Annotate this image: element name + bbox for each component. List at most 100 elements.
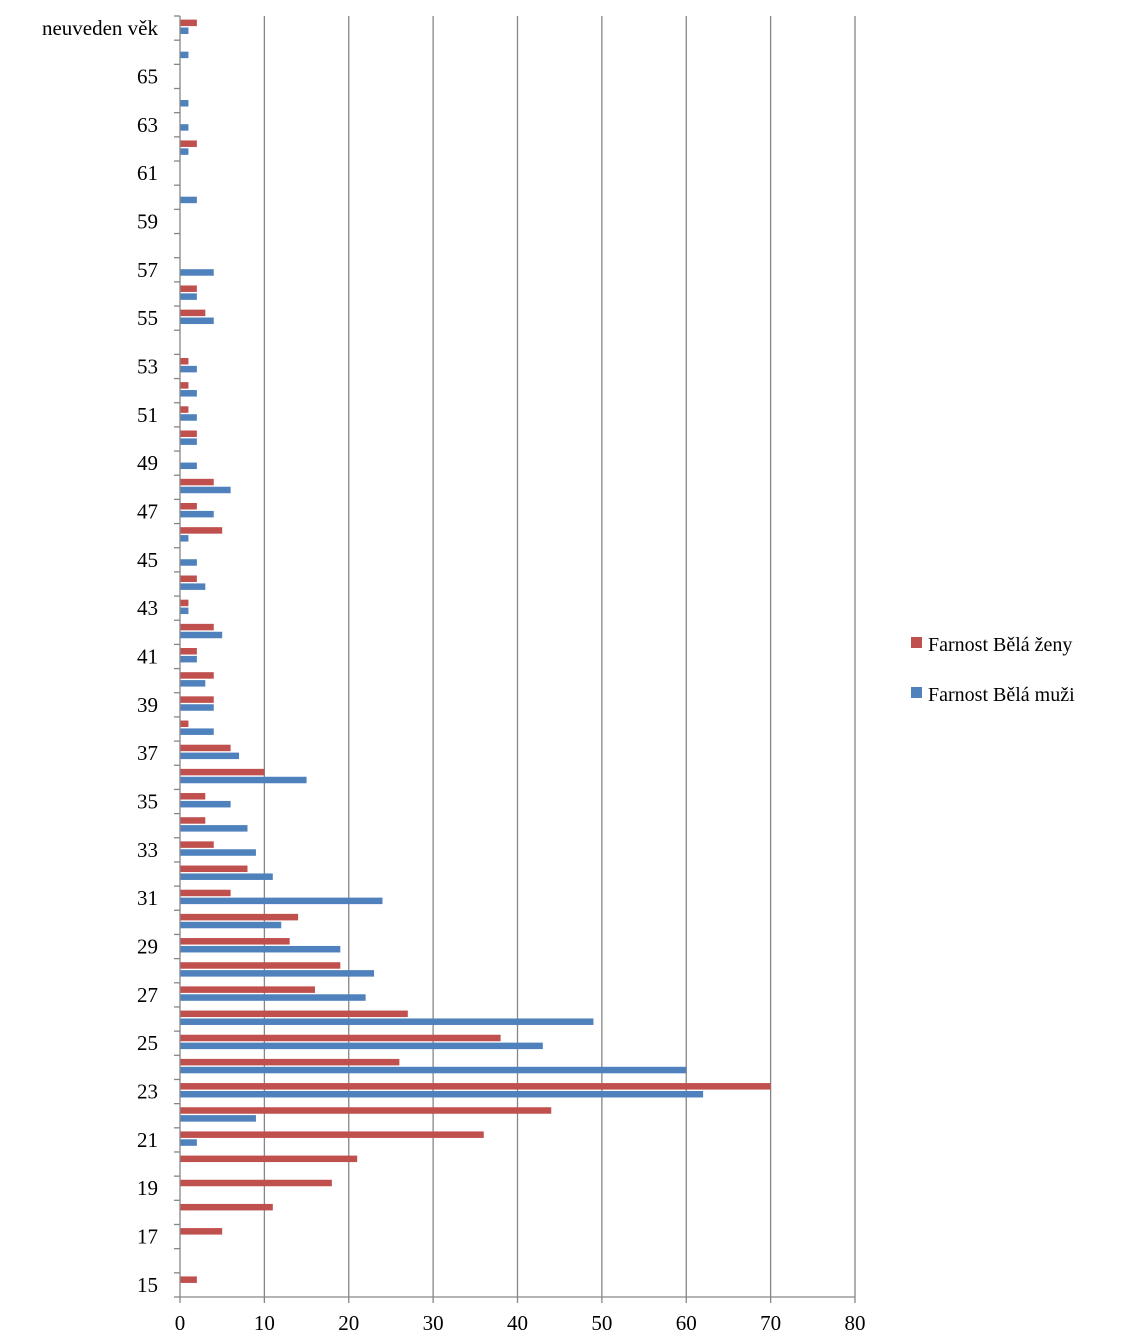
y-tick-label: 27 [137,983,158,1007]
bar-zeny [180,672,214,679]
bar-zeny [180,648,197,655]
legend-label-muzi: Farnost Bělá muži [928,684,1075,706]
bar-muzi [180,631,223,639]
bar-muzi [180,535,189,542]
axes [174,15,856,1303]
bar-muzi [180,776,307,784]
bar-muzi [180,559,197,566]
bar-zeny [180,527,223,534]
bar-muzi [180,1090,704,1098]
legend: Farnost Bělá ženy Farnost Bělá muži [911,634,1075,706]
y-tick-label: 61 [137,161,158,185]
y-tick-label: 47 [137,499,158,523]
y-tick-label: 15 [137,1273,158,1297]
bar-zeny [180,382,189,389]
bar-zeny [180,865,248,873]
bar-muzi [180,365,197,373]
bars [180,19,771,1283]
bar-zeny [180,744,231,752]
bar-zeny [180,793,206,800]
x-tick-label: 10 [254,1311,275,1335]
bar-muzi [180,897,383,905]
bar-muzi [180,825,248,832]
x-tick-label: 70 [760,1311,781,1335]
bar-zeny [180,406,189,413]
bar-muzi [180,800,231,808]
bar-zeny [180,1034,501,1042]
legend-swatch-muzi [911,687,922,698]
bar-zeny [180,938,290,945]
bar-zeny [180,19,197,27]
bar-zeny [180,1203,273,1211]
bar-muzi [180,148,189,155]
bar-muzi [180,704,214,711]
grid-lines [263,16,856,1297]
bar-muzi [180,873,273,880]
legend-swatch-zeny [911,637,922,648]
bar-zeny [180,599,189,607]
x-tick-label: 0 [175,1311,186,1335]
bar-muzi [180,438,197,445]
x-tick-label: 30 [423,1311,444,1335]
y-tick-label: 41 [137,645,158,669]
bar-zeny [180,889,231,897]
bar-muzi [180,970,375,977]
bar-muzi [180,293,197,300]
bar-muzi [180,1139,197,1146]
bar-muzi [180,390,197,397]
bar-muzi [180,510,214,518]
bar-muzi [180,680,206,687]
bar-zeny [180,285,197,292]
bar-muzi [180,100,189,107]
bar-muzi [180,1018,594,1025]
bar-muzi [180,921,282,929]
y-tick-label: 31 [137,886,158,910]
bar-zeny [180,140,197,147]
bar-zeny [180,430,197,437]
y-tick-label: 33 [137,838,158,862]
bar-zeny [180,1058,400,1066]
y-tick-label: 35 [137,790,158,814]
bar-zeny [180,1228,223,1235]
bar-zeny [180,357,189,365]
bar-zeny [180,1131,484,1138]
x-tick-label: 80 [845,1311,866,1335]
bar-zeny [180,502,197,510]
x-axis-tick-labels: 0 10 20 30 40 50 60 70 80 [175,1311,866,1335]
bar-muzi [180,655,197,663]
bar-zeny [180,1010,408,1018]
y-tick-label: 37 [137,741,158,765]
bar-zeny [180,962,341,969]
bar-zeny [180,1179,332,1187]
y-tick-label: 51 [137,403,158,427]
bar-muzi [180,752,240,760]
bar-zeny [180,1107,552,1114]
bar-muzi [180,849,256,856]
y-tick-label: 57 [137,258,158,282]
bar-zeny [180,1083,771,1090]
bar-muzi [180,486,231,494]
bar-muzi [180,1115,256,1122]
bar-muzi [180,607,189,615]
bar-muzi [180,317,214,325]
y-tick-label: 21 [137,1128,158,1152]
bar-muzi [180,124,189,131]
y-tick-label: 63 [137,113,158,137]
bar-zeny [180,1155,358,1163]
bar-zeny [180,817,206,824]
x-tick-label: 20 [338,1311,359,1335]
y-tick-label: 17 [137,1225,158,1249]
bar-muzi [180,196,197,204]
bar-zeny [180,913,299,921]
bar-muzi [180,583,206,590]
y-tick-label: 43 [137,596,158,620]
bar-zeny [180,309,206,317]
bar-zeny [180,575,197,583]
y-tick-label: 45 [137,548,158,572]
bar-zeny [180,986,315,993]
y-axis-tick-labels: 15 17 19 21 23 25 27 29 31 33 35 37 39 41 43 45 47 49 51 53… [42,16,159,1297]
y-tick-label: 59 [137,209,158,233]
y-tick-label: 49 [137,451,158,475]
bar-zeny [180,1276,197,1283]
